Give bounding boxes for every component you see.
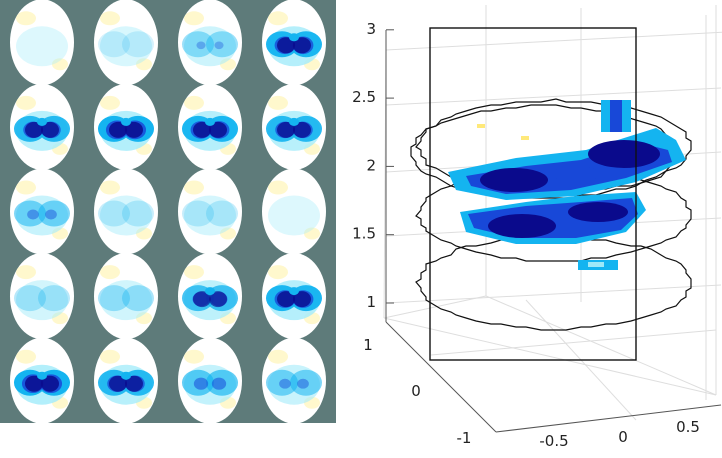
3d-plot-canvas: 1 1.5 2 2.5 3 -1 0 1 -0.5 0 0.5 (352, 5, 722, 450)
slice-cell (10, 337, 74, 424)
slice-cell (94, 83, 158, 170)
z-tick-label: 1 (366, 293, 376, 311)
slice-cell (262, 253, 326, 340)
x-tick-label: -0.5 (539, 432, 568, 450)
z-tick-label: 2 (366, 156, 376, 174)
y-tick-label: 0 (411, 382, 421, 400)
slice-cell (94, 168, 158, 255)
slice-cell (178, 0, 242, 86)
y-tick-label: 1 (363, 336, 373, 354)
slice-outline (415, 236, 692, 331)
slice-cell (262, 83, 326, 170)
slice-cell (94, 0, 158, 86)
z-tick-label: 1.5 (352, 225, 376, 243)
slice-cell (262, 168, 326, 255)
z-tick-label: 2.5 (352, 88, 376, 106)
3d-slice-plot: 1 1.5 2 2.5 3 -1 0 1 -0.5 0 0.5 (336, 0, 722, 454)
slice-cell (94, 253, 158, 340)
slice-cell (10, 0, 74, 86)
slice-cell (178, 253, 242, 340)
axes-grid (383, 5, 722, 421)
z-tick-label: 3 (366, 20, 376, 38)
slice-cell (262, 337, 326, 424)
slice-cell (178, 337, 242, 424)
vertical-slice-plane (429, 27, 637, 361)
slice-cell (262, 0, 326, 86)
slice-cell (10, 253, 74, 340)
slice-cell (10, 83, 74, 170)
slice-grid-canvas (0, 0, 336, 424)
axis-lines (385, 30, 722, 433)
x-tick-label: 0.5 (676, 418, 700, 436)
slice-cell (178, 168, 242, 255)
y-tick-label: -1 (457, 429, 472, 447)
slice-image-grid (0, 0, 336, 424)
activation-blobs (448, 100, 686, 270)
slice-cell (94, 337, 158, 424)
slice-cell (178, 83, 242, 170)
x-tick-label: 0 (618, 428, 628, 446)
slice-cell (10, 168, 74, 255)
